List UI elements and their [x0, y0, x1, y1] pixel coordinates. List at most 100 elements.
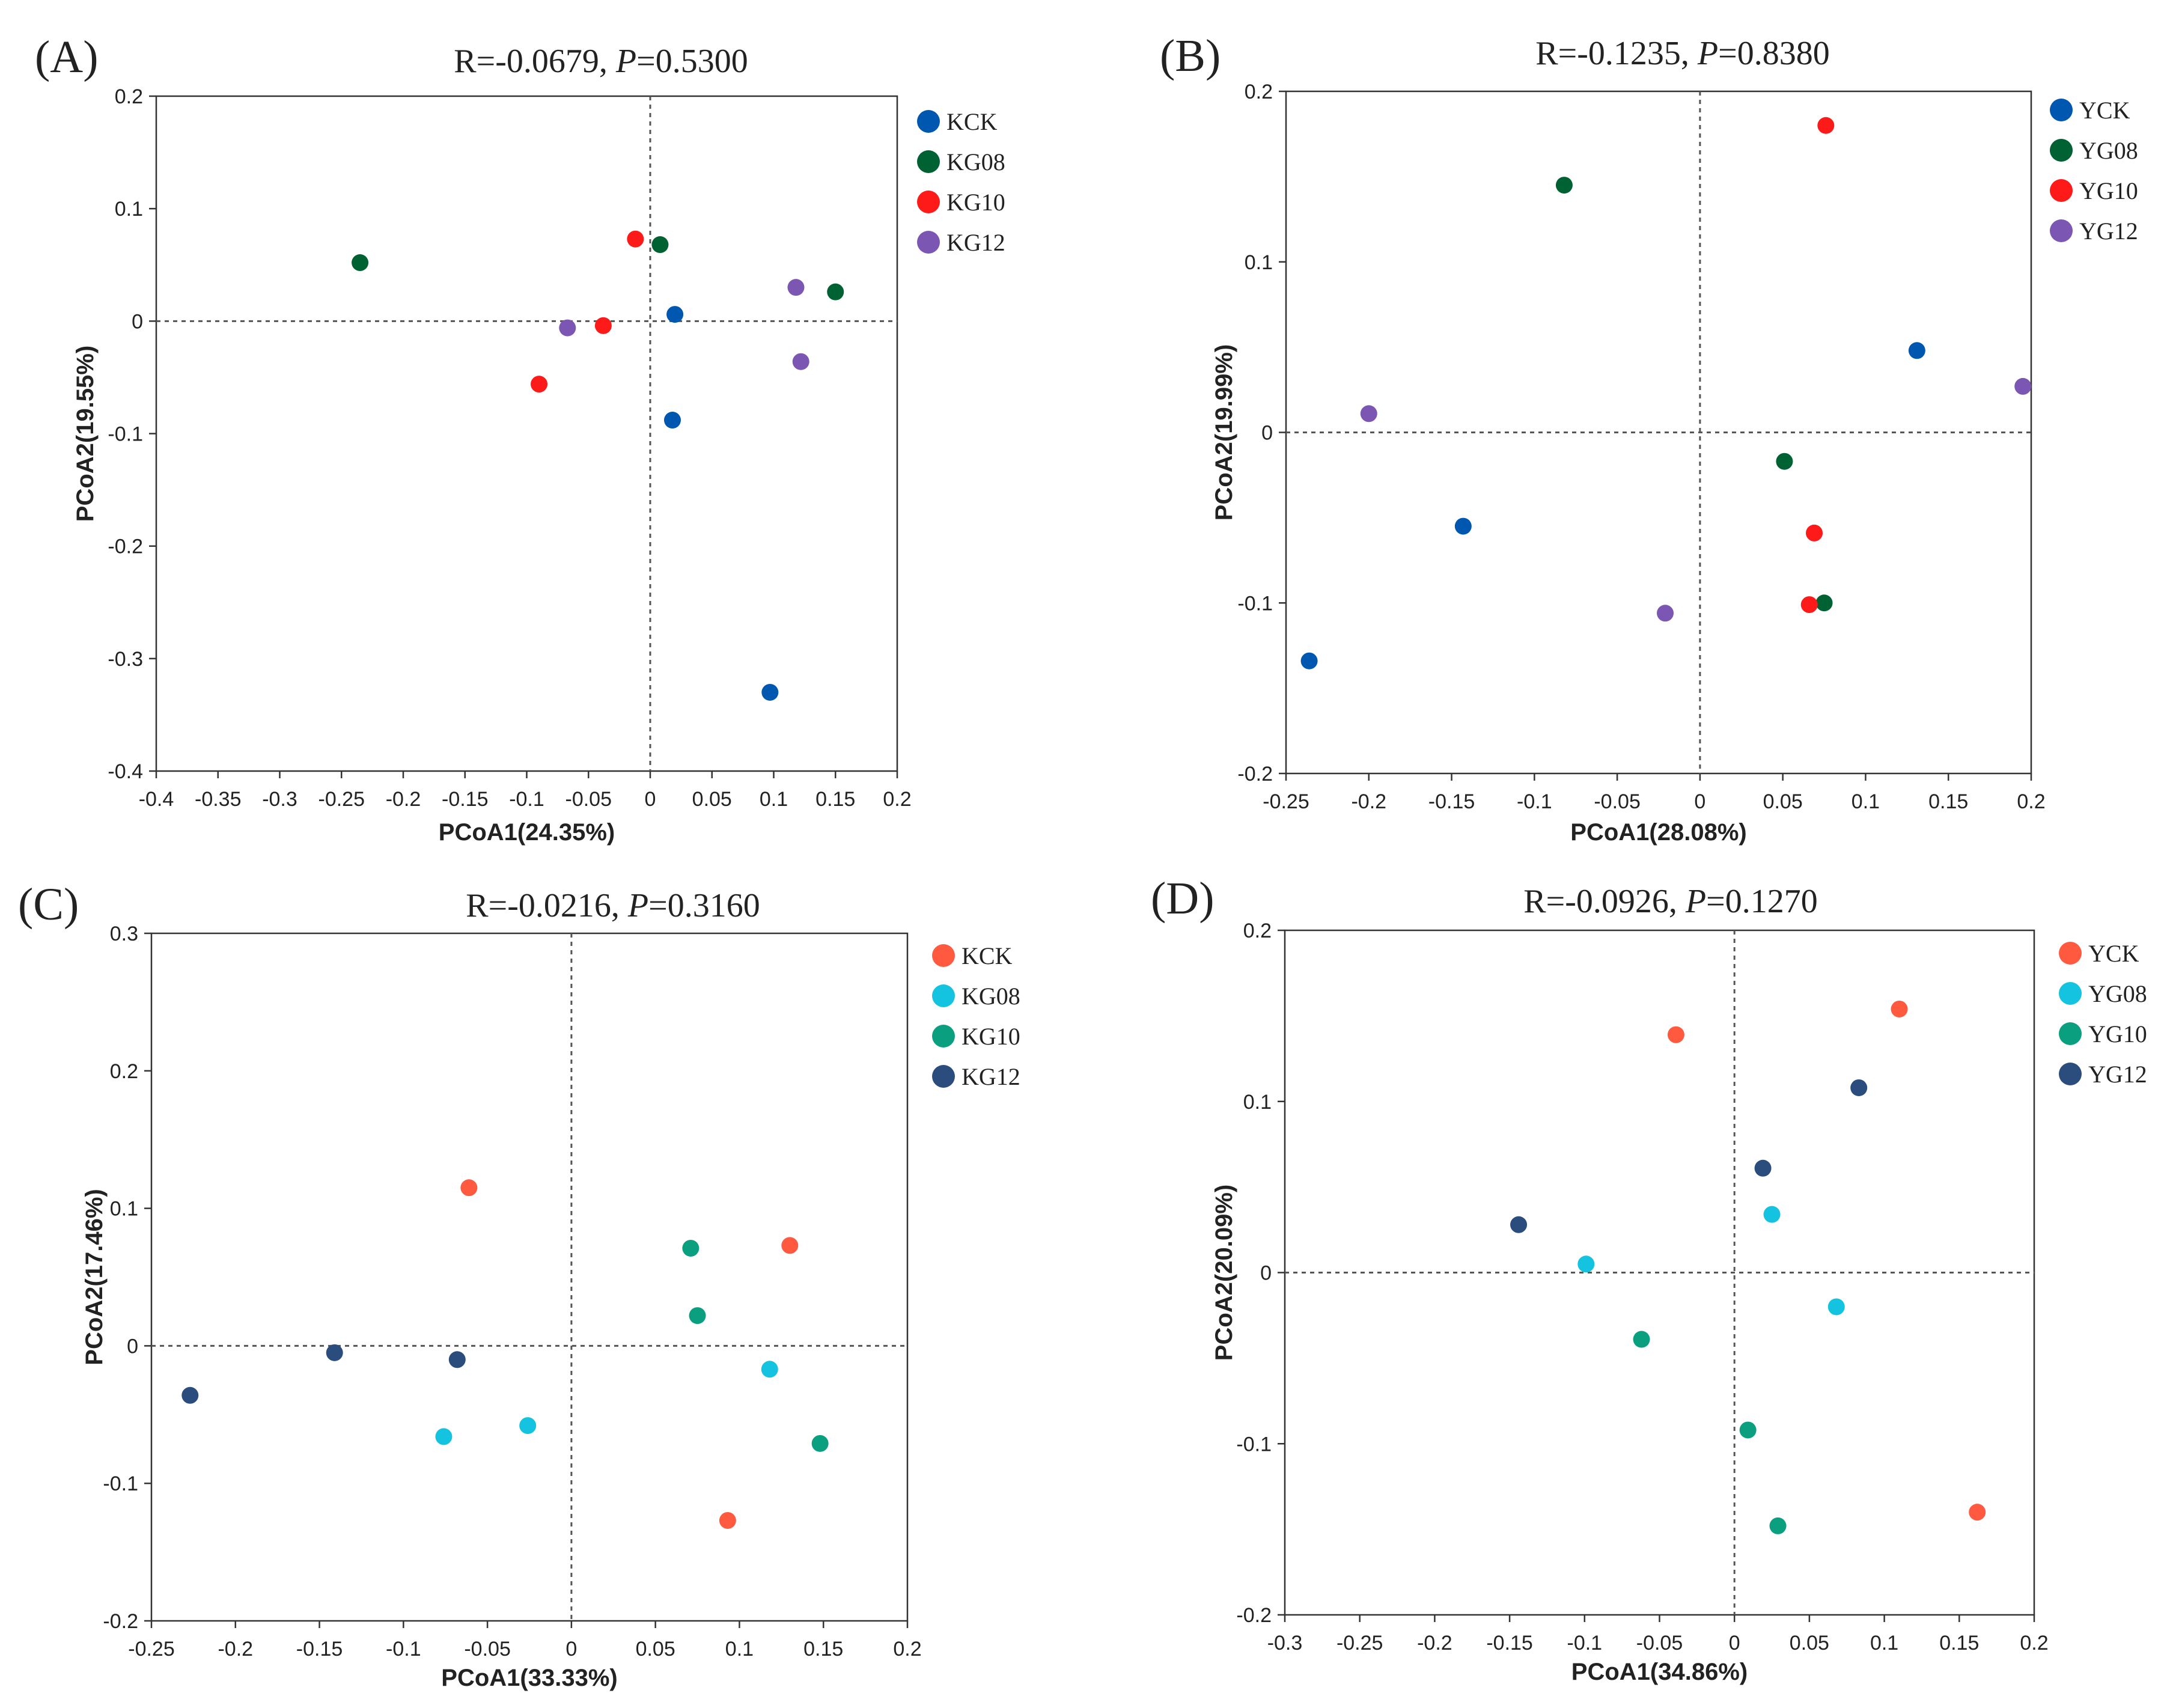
- panel-label: (C): [18, 879, 79, 930]
- y-tick-label: 0.2: [110, 1060, 138, 1083]
- data-point-yg10[interactable]: [1633, 1331, 1650, 1348]
- data-point-kg12[interactable]: [326, 1344, 343, 1361]
- legend-marker-yg10[interactable]: [2050, 179, 2073, 202]
- legend-label-yck[interactable]: YCK: [2088, 940, 2139, 967]
- legend-label-kg08[interactable]: KG08: [946, 148, 1005, 175]
- data-point-kg12[interactable]: [787, 279, 805, 296]
- data-point-kck[interactable]: [666, 306, 684, 323]
- legend-label-yg10[interactable]: YG10: [2079, 177, 2138, 204]
- data-point-kg08[interactable]: [827, 283, 844, 300]
- data-point-kck[interactable]: [663, 412, 681, 429]
- legend-marker-yck[interactable]: [2050, 99, 2073, 121]
- data-point-kg08[interactable]: [519, 1417, 537, 1435]
- x-tick-label: 0.05: [636, 1638, 675, 1661]
- chart-title: R=-0.0216, P=0.3160: [466, 887, 760, 924]
- legend-label-kg12[interactable]: KG12: [962, 1063, 1020, 1090]
- legend-marker-yck[interactable]: [2059, 942, 2082, 965]
- data-point-yg10[interactable]: [1739, 1421, 1757, 1439]
- data-point-kg10[interactable]: [811, 1435, 829, 1452]
- legend-marker-kg10[interactable]: [917, 191, 940, 213]
- legend-marker-kck[interactable]: [917, 110, 940, 133]
- data-point-yg08[interactable]: [1555, 177, 1573, 194]
- data-point-kg12[interactable]: [559, 319, 576, 337]
- data-point-kg08[interactable]: [761, 1361, 778, 1378]
- data-point-yck[interactable]: [1908, 342, 1925, 359]
- data-point-yg12[interactable]: [1657, 605, 1674, 622]
- data-point-kg10[interactable]: [627, 230, 644, 248]
- data-point-kg12[interactable]: [792, 353, 809, 370]
- legend-label-yg12[interactable]: YG12: [2079, 218, 2138, 245]
- data-point-kck[interactable]: [719, 1511, 736, 1529]
- legend-label-kck[interactable]: KCK: [962, 942, 1013, 969]
- x-axis-label: PCoA1(34.86%): [1571, 1659, 1748, 1685]
- chart-title: R=-0.0679, P=0.5300: [454, 43, 748, 80]
- legend-marker-kg08[interactable]: [917, 150, 940, 173]
- data-point-yg10[interactable]: [1806, 524, 1823, 541]
- data-point-kck[interactable]: [761, 683, 779, 701]
- legend-label-kg08[interactable]: KG08: [962, 983, 1020, 1010]
- legend-marker-yg12[interactable]: [2050, 219, 2073, 242]
- legend-label-yg08[interactable]: YG08: [2088, 980, 2147, 1007]
- data-point-kg08[interactable]: [352, 254, 369, 272]
- data-point-yck[interactable]: [1300, 652, 1318, 669]
- x-tick-label: -0.3: [1267, 1632, 1303, 1655]
- data-point-yg10[interactable]: [1800, 596, 1818, 614]
- data-point-kg08[interactable]: [435, 1428, 453, 1445]
- data-point-yg12[interactable]: [1850, 1079, 1868, 1096]
- x-tick-label: -0.05: [565, 788, 612, 811]
- data-point-kg10[interactable]: [531, 376, 548, 393]
- x-axis-label: PCoA1(28.08%): [1570, 819, 1746, 846]
- legend-label-yg12[interactable]: YG12: [2088, 1061, 2147, 1088]
- y-tick-label: 0.1: [110, 1198, 138, 1221]
- data-point-yg12[interactable]: [1360, 405, 1377, 422]
- data-point-yg08[interactable]: [1815, 594, 1833, 612]
- data-point-yg08[interactable]: [1776, 453, 1793, 470]
- data-point-yg12[interactable]: [1754, 1159, 1772, 1177]
- x-tick-label: -0.4: [139, 788, 174, 811]
- data-point-yck[interactable]: [1667, 1026, 1684, 1043]
- x-axis-label: PCoA1(33.33%): [441, 1665, 617, 1691]
- panel-b: (B) R=-0.1235, P=0.8380 -0.25 -0.2 -0.15 -0.1…: [1160, 31, 2138, 846]
- legend-marker-kg08[interactable]: [932, 984, 955, 1007]
- data-point-kg12[interactable]: [181, 1386, 199, 1404]
- legend-marker-kg12[interactable]: [917, 231, 940, 254]
- data-point-kg10[interactable]: [594, 317, 612, 334]
- legend-label-kg10[interactable]: KG10: [962, 1023, 1020, 1050]
- data-point-yg12[interactable]: [2014, 377, 2032, 395]
- data-point-kg10[interactable]: [689, 1307, 706, 1325]
- data-point-yg12[interactable]: [1510, 1216, 1528, 1233]
- legend-marker-yg12[interactable]: [2059, 1063, 2082, 1085]
- legend-marker-kck[interactable]: [932, 944, 955, 967]
- title-part: R=-0.0926,: [1523, 883, 1686, 920]
- legend-marker-yg08[interactable]: [2050, 139, 2073, 162]
- legend-label-kck[interactable]: KCK: [946, 108, 998, 135]
- legend-marker-kg12[interactable]: [932, 1065, 955, 1088]
- y-tick-label: -0.2: [1236, 1604, 1272, 1627]
- legend-label-kg10[interactable]: KG10: [946, 189, 1005, 216]
- data-point-kck[interactable]: [460, 1179, 478, 1197]
- x-tick-label: 0: [565, 1638, 577, 1661]
- data-point-yck[interactable]: [1969, 1504, 1986, 1521]
- legend-marker-yg08[interactable]: [2059, 982, 2082, 1005]
- y-tick-label: -0.2: [103, 1610, 138, 1633]
- panel-label: (D): [1151, 873, 1215, 924]
- data-point-yg10[interactable]: [1769, 1517, 1787, 1534]
- x-tick-label: -0.15: [296, 1638, 343, 1661]
- legend-label-yg10[interactable]: YG10: [2088, 1020, 2147, 1048]
- data-point-yg08[interactable]: [1827, 1298, 1845, 1316]
- data-point-kg08[interactable]: [651, 236, 669, 254]
- legend-label-yg08[interactable]: YG08: [2079, 137, 2138, 164]
- legend-marker-yg10[interactable]: [2059, 1022, 2082, 1045]
- x-tick-label: 0.2: [2017, 790, 2045, 813]
- data-point-yg08[interactable]: [1763, 1206, 1781, 1223]
- data-point-yck[interactable]: [1454, 517, 1472, 535]
- data-point-kg12[interactable]: [448, 1351, 466, 1368]
- legend-label-kg12[interactable]: KG12: [946, 229, 1005, 256]
- legend-marker-kg10[interactable]: [932, 1025, 955, 1048]
- data-point-kck[interactable]: [781, 1237, 799, 1254]
- data-point-yg10[interactable]: [1817, 117, 1835, 134]
- legend-label-yck[interactable]: YCK: [2079, 97, 2130, 124]
- data-point-yck[interactable]: [1891, 1000, 1908, 1017]
- data-point-kg10[interactable]: [682, 1239, 699, 1257]
- data-point-yg08[interactable]: [1577, 1255, 1595, 1273]
